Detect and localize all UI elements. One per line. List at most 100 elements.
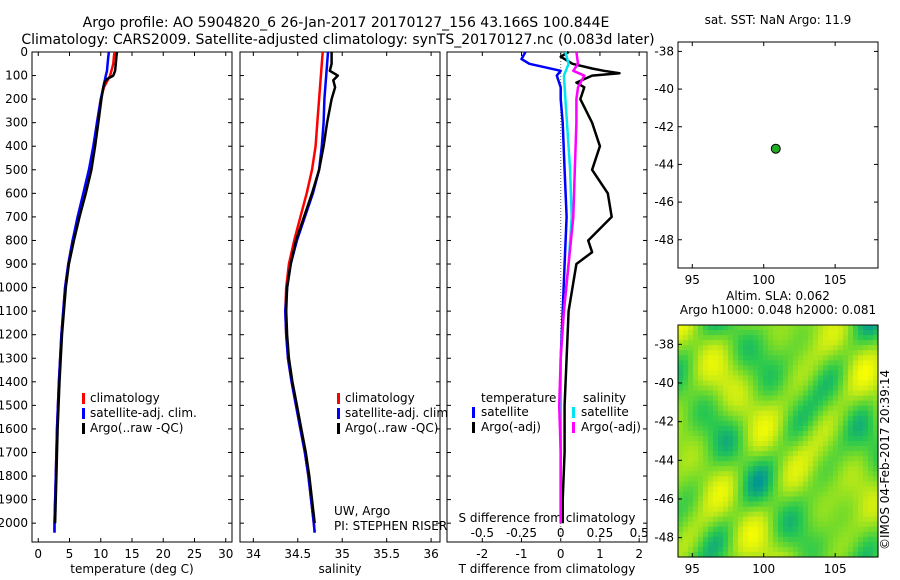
sla-heatmap-cell: [803, 551, 809, 558]
sla-heatmap-cell: [813, 375, 819, 382]
sla-heatmap-cell: [803, 441, 809, 447]
sla-heatmap-cell: [853, 481, 859, 487]
sla-heatmap-cell: [868, 425, 874, 432]
sla-heatmap-cell: [693, 395, 699, 402]
sla-heatmap-cell: [713, 456, 719, 462]
sla-heatmap-cell: [848, 425, 854, 432]
sla-heatmap-cell: [713, 345, 719, 351]
sla-heatmap-cell: [733, 415, 739, 422]
sla-heatmap-cell: [678, 446, 684, 452]
sla-heatmap-cell: [828, 355, 834, 361]
sla-heatmap-cell: [733, 430, 739, 437]
sla-heatmap-cell: [778, 466, 784, 472]
sla-heatmap-cell: [713, 526, 719, 533]
sla-heatmap-cell: [733, 486, 739, 493]
location-xtick-label: 100: [752, 273, 775, 287]
sla-heatmap-cell: [748, 410, 754, 417]
sla-heatmap-cell: [703, 526, 709, 533]
sla-heatmap-cell: [763, 486, 769, 493]
depth-tick-label: 1700: [0, 445, 28, 459]
sla-heatmap-cell: [713, 441, 719, 447]
sla-heatmap-cell: [768, 345, 774, 351]
sla-heatmap-cell: [813, 390, 819, 397]
sla-heatmap-cell: [843, 430, 849, 437]
sla-heatmap-cell: [778, 506, 784, 513]
sla-heatmap-cell: [873, 390, 879, 397]
sla-heatmap-cell: [723, 355, 729, 361]
sla-heatmap-cell: [823, 430, 829, 437]
sla-heatmap-cell: [698, 425, 704, 432]
sla-heatmap-cell: [728, 380, 734, 387]
sla-heatmap-cell: [868, 506, 874, 513]
sla-heatmap-cell: [873, 415, 879, 422]
sla-heatmap-cell: [723, 325, 729, 331]
sla-heatmap-cell: [833, 456, 839, 462]
location-ytick-label: -44: [654, 157, 674, 171]
sla-heatmap-cell: [823, 340, 829, 346]
sla-heatmap-cell: [688, 425, 694, 432]
sla-heatmap-cell: [783, 425, 789, 432]
sla-heatmap-cell: [848, 541, 854, 548]
sla-heatmap-cell: [708, 486, 714, 493]
sla-heatmap-cell: [873, 375, 879, 382]
sla-heatmap-cell: [698, 385, 704, 392]
sla-heatmap-cell: [693, 526, 699, 533]
sla-heatmap-cell: [798, 541, 804, 548]
sla-heatmap-cell: [868, 340, 874, 346]
sla-heatmap-cell: [728, 506, 734, 513]
sla-heatmap-cell: [768, 481, 774, 487]
sla-heatmap-cell: [853, 456, 859, 462]
sla-heatmap-cell: [853, 385, 859, 392]
depth-tick-label: 0: [20, 45, 28, 59]
sla-heatmap-cell: [738, 441, 744, 447]
sla-heatmap-cell: [863, 476, 869, 482]
sla-heatmap-cell: [738, 506, 744, 513]
location-ytick-label: -38: [654, 44, 674, 58]
temperature-xtick-label: 30: [218, 547, 233, 561]
legend-swatch-3: [572, 422, 575, 433]
sla-heatmap-cell: [683, 516, 689, 523]
sla-heatmap-cell: [808, 365, 814, 371]
sla-heatmap-cell: [718, 481, 724, 487]
sla-heatmap-cell: [763, 471, 769, 477]
sla-heatmap-cell: [738, 395, 744, 402]
sla-heatmap-cell: [783, 350, 789, 356]
sla-heatmap-cell: [798, 481, 804, 487]
sla-heatmap-cell: [833, 385, 839, 392]
sla-heatmap-cell: [788, 415, 794, 422]
sla-heatmap-cell: [718, 496, 724, 503]
sla-heatmap-cell: [743, 526, 749, 533]
sla-heatmap-cell: [793, 355, 799, 361]
sla-heatmap-cell: [728, 546, 734, 553]
sla-heatmap-cell: [863, 466, 869, 472]
sla-heatmap-cell: [743, 546, 749, 553]
sla-heatmap-cell: [683, 405, 689, 412]
sla-heatmap-cell: [678, 370, 684, 377]
sla-heatmap-cell: [803, 486, 809, 493]
sla-heatmap-cell: [773, 370, 779, 377]
sla-heatmap-cell: [678, 405, 684, 412]
sla-heatmap-cell: [873, 446, 879, 452]
sla-heatmap-cell: [748, 551, 754, 558]
sla-heatmap-cell: [753, 380, 759, 387]
sla-heatmap-cell: [828, 410, 834, 417]
sla-heatmap-cell: [858, 415, 864, 422]
sla-heatmap-cell: [853, 405, 859, 412]
sla-heatmap-cell: [748, 385, 754, 392]
sla-heatmap-cell: [693, 410, 699, 417]
sla-heatmap-cell: [863, 451, 869, 457]
sla-heatmap-cell: [868, 400, 874, 407]
sla-heatmap-cell: [728, 526, 734, 533]
sla-heatmap-cell: [703, 516, 709, 523]
sla-heatmap-cell: [803, 430, 809, 437]
sla-heatmap-cell: [833, 355, 839, 361]
sla-heatmap-cell: [758, 365, 764, 371]
sla-heatmap-cell: [858, 405, 864, 412]
sla-heatmap-cell: [788, 370, 794, 377]
sla-heatmap-cell: [723, 420, 729, 427]
sla-heatmap-cell: [838, 380, 844, 387]
sla-heatmap-cell: [723, 451, 729, 457]
sla-heatmap-cell: [703, 350, 709, 356]
sla-heatmap-cell: [773, 451, 779, 457]
sla-heatmap-cell: [713, 420, 719, 427]
